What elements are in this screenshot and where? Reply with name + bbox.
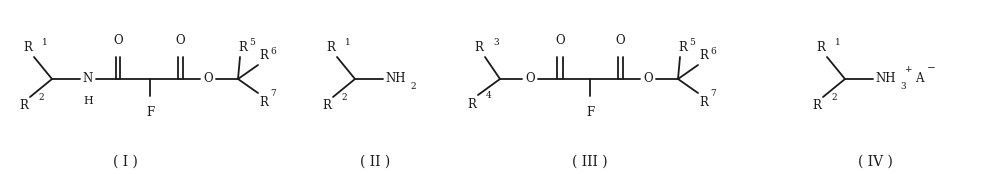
Text: R: R [474, 41, 483, 54]
Text: O: O [113, 34, 123, 47]
Text: 7: 7 [710, 89, 716, 98]
Text: 1: 1 [42, 38, 48, 47]
Text: R: R [322, 99, 331, 112]
Text: O: O [203, 73, 213, 85]
Text: 2: 2 [38, 93, 44, 102]
Text: R: R [812, 99, 821, 112]
Text: R: R [326, 41, 335, 54]
Text: O: O [555, 34, 565, 47]
Text: R: R [23, 41, 32, 54]
Text: R: R [699, 96, 708, 109]
Text: NH: NH [385, 73, 406, 85]
Text: O: O [175, 34, 185, 47]
Text: R: R [467, 98, 476, 111]
Text: O: O [643, 73, 653, 85]
Text: F: F [146, 106, 154, 119]
Text: R: R [259, 96, 268, 109]
Text: 2: 2 [831, 93, 837, 102]
Text: 6: 6 [270, 47, 276, 56]
Text: R: R [699, 49, 708, 62]
Text: 5: 5 [249, 38, 255, 47]
Text: ( III ): ( III ) [572, 155, 608, 169]
Text: 1: 1 [835, 38, 841, 47]
Text: O: O [525, 73, 535, 85]
Text: N: N [83, 73, 93, 85]
Text: 1: 1 [345, 38, 351, 47]
Text: ( IV ): ( IV ) [858, 155, 892, 169]
Text: ( I ): ( I ) [113, 155, 137, 169]
Text: R: R [19, 99, 28, 112]
Text: A: A [915, 73, 923, 85]
Text: R: R [816, 41, 825, 54]
Text: R: R [238, 41, 247, 54]
Text: 7: 7 [270, 89, 276, 98]
Text: 6: 6 [710, 47, 716, 56]
Text: NH: NH [875, 73, 896, 85]
Text: F: F [586, 106, 594, 119]
Text: 3: 3 [493, 38, 499, 47]
Text: R: R [678, 41, 687, 54]
Text: 4: 4 [486, 91, 492, 100]
Text: H: H [83, 96, 93, 106]
Text: R: R [259, 49, 268, 62]
Text: O: O [615, 34, 625, 47]
Text: 2: 2 [341, 93, 347, 102]
Text: ( II ): ( II ) [360, 155, 390, 169]
Text: −: − [927, 65, 936, 73]
Text: 5: 5 [689, 38, 695, 47]
Text: 3: 3 [900, 81, 906, 90]
Text: 2: 2 [410, 81, 416, 90]
Text: +: + [904, 65, 912, 73]
